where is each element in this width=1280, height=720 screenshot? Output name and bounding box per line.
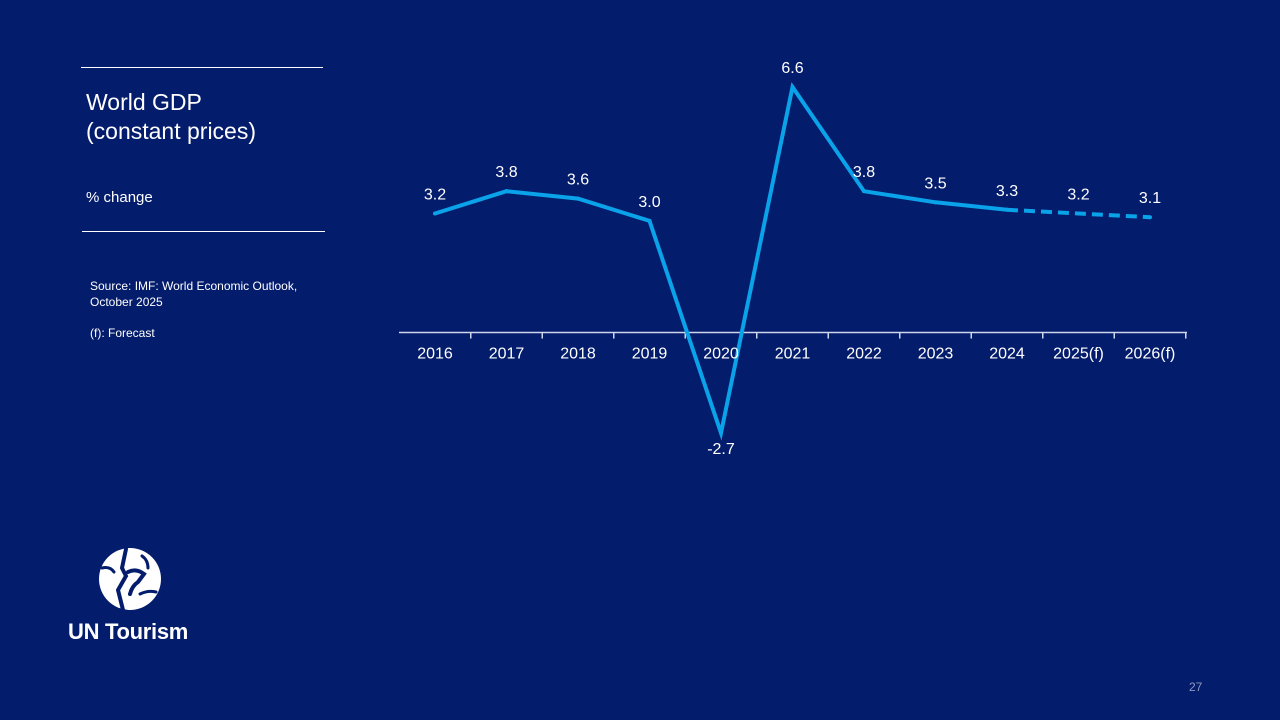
data-label: 3.1	[1139, 190, 1161, 207]
x-tick-label: 2022	[846, 346, 882, 363]
x-tick-label: 2024	[989, 346, 1025, 363]
chart-title-line-2: (constant prices)	[86, 118, 257, 144]
data-label: 3.0	[638, 194, 660, 211]
data-point	[1076, 211, 1081, 216]
bottom-divider	[82, 231, 325, 232]
data-label: 3.5	[924, 175, 946, 192]
source-line-2: October 2025	[90, 295, 163, 309]
data-point	[504, 189, 509, 194]
x-tick-label: 2019	[632, 346, 668, 363]
data-label: 3.2	[1067, 186, 1089, 203]
top-divider	[81, 67, 323, 68]
page-number: 27	[1189, 680, 1203, 694]
x-tick-label: 2017	[489, 346, 525, 363]
unit-label: % change	[86, 189, 153, 206]
x-tick-label: 2021	[775, 346, 811, 363]
data-point	[576, 196, 580, 201]
data-label: 6.6	[781, 60, 803, 77]
data-label: 3.2	[424, 186, 446, 203]
x-tick-label: 2026(f)	[1125, 346, 1176, 363]
data-label: 3.6	[567, 172, 589, 189]
data-label: 3.8	[853, 164, 875, 181]
x-tick-label: 2018	[560, 346, 596, 363]
x-tick-label: 2023	[918, 346, 954, 363]
data-point	[790, 85, 795, 89]
data-point	[1148, 215, 1152, 220]
data-point	[1005, 207, 1009, 212]
data-label: 3.8	[495, 164, 517, 181]
data-point	[433, 211, 437, 216]
data-label: -2.7	[707, 441, 735, 458]
data-point	[862, 189, 866, 194]
brand-name: UN Tourism	[68, 619, 189, 644]
data-label: 3.3	[996, 183, 1018, 200]
x-tick-label: 2016	[417, 346, 453, 363]
forecast-note: (f): Forecast	[90, 326, 155, 340]
data-point	[719, 431, 723, 435]
x-tick-label: 2025(f)	[1053, 346, 1104, 363]
un-tourism-globe-icon	[99, 547, 161, 612]
data-point	[933, 200, 938, 205]
x-tick-label: 2020	[703, 346, 739, 363]
source-line-1: Source: IMF: World Economic Outlook,	[90, 279, 298, 293]
series-line-actual	[434, 81, 1008, 441]
data-point	[647, 218, 652, 223]
chart-title-line-1: World GDP	[86, 89, 202, 115]
